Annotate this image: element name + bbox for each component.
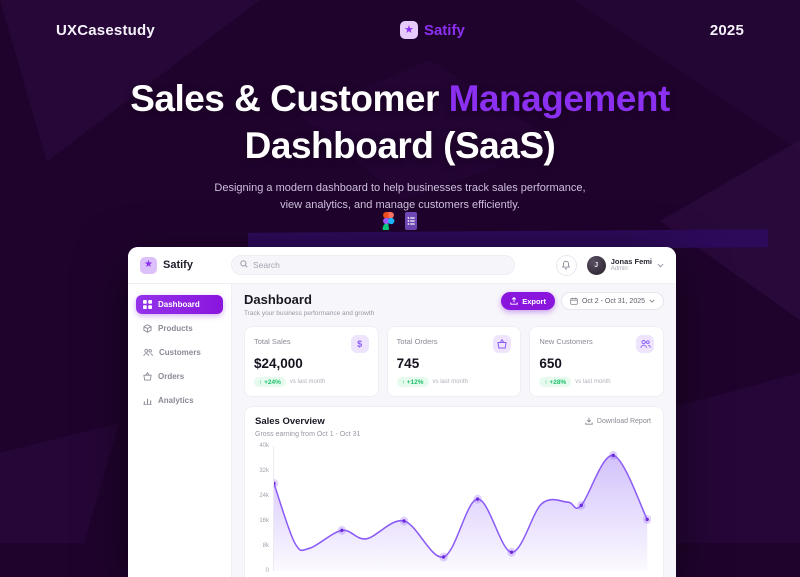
app-logo-label: Satify — [163, 259, 193, 271]
change-note: vs last month — [432, 379, 468, 385]
upload-icon — [510, 297, 518, 305]
page-title: Sales & Customer Management Dashboard (S… — [0, 76, 800, 170]
cube-icon — [143, 324, 152, 333]
y-axis-labels: 40k 32k 24k 16k 8k 0 — [255, 443, 273, 574]
search-icon — [240, 260, 248, 270]
stat-label: Total Orders — [396, 337, 438, 346]
export-button[interactable]: Export — [501, 292, 555, 310]
stat-card-total-orders: Total Orders 745 ↑ +12% vs last month — [386, 326, 522, 397]
basket-icon — [143, 372, 152, 381]
dashboard-title: Dashboard — [244, 292, 312, 307]
subtitle-line2: view analytics, and manage customers eff… — [280, 199, 520, 212]
chevron-down-icon — [657, 261, 664, 270]
year-label: 2025 — [709, 21, 744, 39]
stat-value: 745 — [396, 356, 420, 371]
main-content: Dashboard Track your business performanc… — [232, 284, 676, 577]
basket-icon — [493, 335, 512, 353]
sidebar: Dashboard Products Customers Orders — [128, 284, 232, 577]
y-tick-label: 24k — [259, 493, 269, 499]
change-value: +24% — [264, 378, 281, 386]
bell-icon — [562, 260, 571, 270]
user-menu[interactable]: J Jonas Femi Admin — [586, 255, 664, 275]
sidebar-label: Customers — [159, 348, 201, 357]
user-role: Admin — [610, 265, 628, 272]
change-badge: ↑ +24% — [254, 377, 286, 387]
sidebar-item-analytics[interactable]: Analytics — [136, 391, 223, 410]
change-note: vs last month — [575, 379, 611, 385]
title-line1-white: Sales & Customer — [130, 78, 449, 119]
sidebar-item-orders[interactable]: Orders — [136, 367, 223, 386]
stat-cards: Total Sales $ $24,000 ↑ +24% vs last mon… — [244, 326, 665, 397]
sidebar-item-dashboard[interactable]: Dashboard — [136, 295, 223, 314]
title-line1-accent: Management — [448, 78, 671, 119]
change-value: +28% — [549, 378, 567, 386]
tool-icons — [0, 212, 800, 230]
chart-plot-area — [273, 446, 651, 571]
calendar-icon — [570, 297, 578, 305]
change-note: vs last month — [289, 379, 326, 385]
google-forms-icon — [404, 212, 418, 230]
sidebar-label: Dashboard — [158, 300, 200, 309]
sidebar-item-products[interactable]: Products — [136, 319, 223, 338]
users-icon — [143, 348, 153, 357]
date-range-label: Oct 2 - Oct 31, 2025 — [581, 297, 645, 305]
sidebar-label: Orders — [158, 372, 185, 381]
satify-logo: ★ Satify — [399, 21, 465, 39]
stat-card-new-customers: New Customers 650 ↑ +28% vs last month — [529, 326, 665, 397]
download-icon — [585, 417, 593, 425]
grid-icon — [143, 300, 152, 309]
subtitle-line1: Designing a modern dashboard to help bus… — [214, 182, 586, 194]
title-line2: Dashboard (SaaS) — [244, 124, 556, 166]
sales-chart: 40k 32k 24k 16k 8k 0 — [255, 443, 651, 574]
case-study-brand: UXCasestudy — [56, 21, 155, 39]
chart-title: Sales Overview — [255, 416, 325, 427]
y-tick-label: 40k — [259, 443, 269, 449]
change-value: +12% — [406, 378, 424, 386]
chevron-down-icon — [649, 299, 655, 303]
dollar-icon: $ — [350, 335, 369, 353]
stat-label: New Customers — [539, 337, 593, 346]
change-badge: ↑ +28% — [539, 377, 572, 387]
bar-chart-icon — [143, 398, 152, 405]
app-star-icon: ★ — [140, 256, 157, 274]
star-icon: ★ — [399, 21, 418, 39]
users-icon — [636, 335, 655, 353]
user-name: Jonas Femi — [610, 256, 652, 266]
satify-logo-label: Satify — [423, 21, 465, 39]
sidebar-label: Products — [158, 324, 193, 333]
stat-value: 650 — [539, 356, 562, 371]
stat-label: Total Sales — [254, 337, 291, 346]
date-range-picker[interactable]: Oct 2 - Oct 31, 2025 — [560, 292, 664, 310]
app-topbar: ★ Satify J Jonas Femi Admin — [128, 247, 676, 284]
stat-card-total-sales: Total Sales $ $24,000 ↑ +24% vs last mon… — [244, 326, 379, 397]
sidebar-item-customers[interactable]: Customers — [136, 343, 223, 362]
figma-icon — [382, 212, 395, 230]
dashboard-subtitle: Track your business performance and grow… — [244, 310, 375, 317]
export-label: Export — [522, 296, 546, 306]
page-subtitle: Designing a modern dashboard to help bus… — [0, 180, 800, 214]
change-badge: ↑ +12% — [396, 377, 429, 387]
y-tick-label: 8k — [262, 543, 269, 549]
bg-polygon — [0, 423, 119, 543]
dashboard-mockup: ★ Satify J Jonas Femi Admin — [128, 247, 676, 577]
notifications-button[interactable] — [555, 254, 577, 276]
search-bar[interactable] — [230, 255, 515, 275]
download-report-label: Download Report — [596, 417, 651, 425]
y-tick-label: 16k — [259, 518, 269, 524]
hero-topbar: UXCasestudy ★ Satify 2025 — [56, 18, 744, 42]
download-report-button[interactable]: Download Report — [585, 416, 651, 425]
chart-subtitle: Gross earning from Oct 1 - Oct 31 — [255, 431, 361, 438]
y-tick-label: 32k — [259, 468, 269, 474]
stat-value: $24,000 — [254, 356, 303, 371]
avatar: J — [586, 255, 606, 275]
sales-overview-card: Sales Overview Gross earning from Oct 1 … — [244, 406, 664, 577]
sidebar-label: Analytics — [158, 396, 194, 405]
search-input[interactable] — [252, 260, 506, 270]
y-tick-label: 0 — [265, 568, 269, 574]
